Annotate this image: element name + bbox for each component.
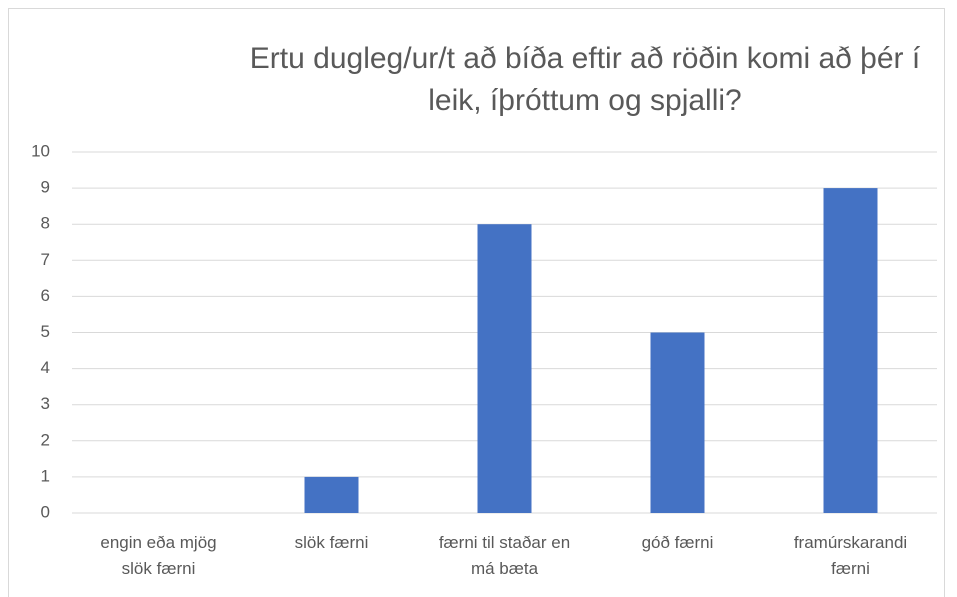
- y-tick-label: 9: [41, 178, 50, 197]
- x-tick-label: framúrskarandi færni: [793, 533, 908, 578]
- chart-title: Ertu dugleg/ur/t að bíða eftir að röðin …: [249, 42, 921, 117]
- bar: [823, 188, 878, 513]
- y-tick-label: 2: [41, 430, 50, 449]
- y-tick-label: 1: [41, 466, 50, 485]
- x-tick-label: góð færni: [641, 533, 714, 552]
- y-tick-label: 3: [41, 394, 50, 413]
- x-tick-label: engin eða mjög slök færni: [100, 533, 217, 578]
- bar: [650, 332, 705, 513]
- y-tick-label: 6: [41, 286, 50, 305]
- y-tick-label: 7: [41, 250, 50, 269]
- y-tick-label: 5: [41, 322, 50, 341]
- bar: [304, 476, 359, 513]
- y-tick-label: 4: [41, 358, 50, 377]
- chart-frame: [8, 8, 945, 597]
- x-tick-label: slök færni: [294, 533, 369, 552]
- y-tick-label: 0: [41, 502, 50, 521]
- y-tick-label: 8: [41, 214, 50, 233]
- y-tick-label: 10: [31, 141, 50, 160]
- x-tick-label: færni til staðar en má bæta: [438, 533, 571, 578]
- bar: [477, 224, 532, 513]
